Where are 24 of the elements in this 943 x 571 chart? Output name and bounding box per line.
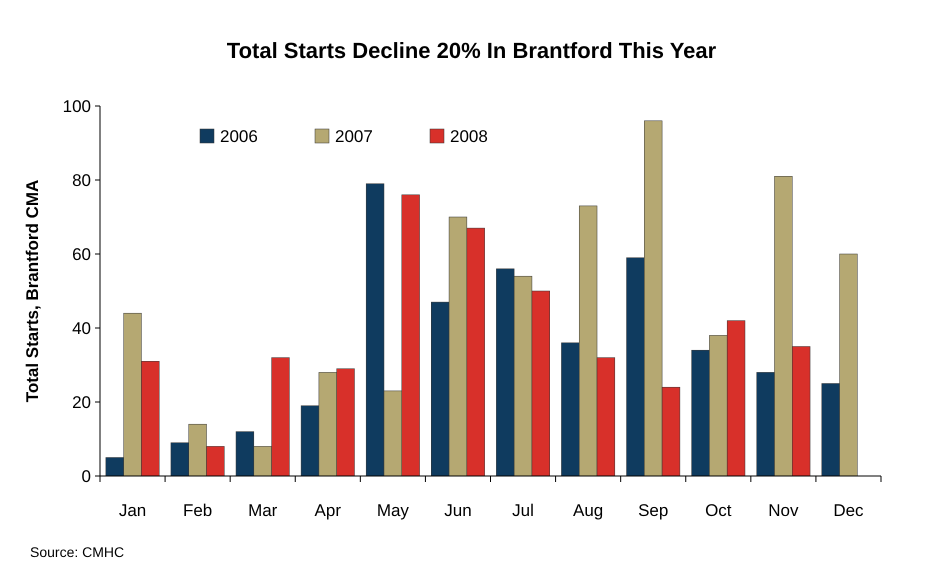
legend-label: 2006 xyxy=(220,126,258,146)
x-tick-label: Oct xyxy=(705,501,732,520)
y-tick-label: 0 xyxy=(82,466,91,486)
y-axis-title: Total Starts, Brantford CMA xyxy=(23,180,42,402)
y-tick-label: 100 xyxy=(62,96,91,116)
x-tick-label: Apr xyxy=(314,501,342,520)
x-tick-label: Jun xyxy=(444,501,472,520)
legend-label: 2007 xyxy=(335,126,373,146)
x-tick-label: Feb xyxy=(182,501,212,520)
source-note: Source: CMHC xyxy=(30,544,124,560)
y-tick-label: 20 xyxy=(72,392,91,412)
x-tick-label: Jan xyxy=(118,501,146,520)
x-tick-label: Nov xyxy=(768,501,799,520)
x-tick-label: Jul xyxy=(512,501,534,520)
legend-label: 2008 xyxy=(450,126,488,146)
x-tick-label: Dec xyxy=(833,501,864,520)
y-tick-label: 60 xyxy=(72,244,91,264)
chart-title: Total Starts Decline 20% In Brantford This Year xyxy=(226,38,717,63)
y-tick-label: 40 xyxy=(72,318,91,338)
x-tick-label: Sep xyxy=(638,501,668,520)
x-tick-label: Mar xyxy=(248,501,278,520)
y-tick-label: 80 xyxy=(72,170,91,190)
x-tick-label: May xyxy=(376,501,410,520)
x-tick-label: Aug xyxy=(573,501,604,520)
